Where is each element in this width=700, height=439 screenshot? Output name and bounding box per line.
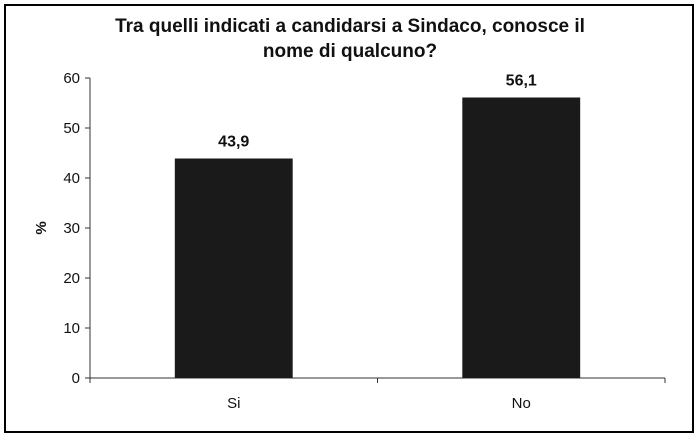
- bar-no: [462, 97, 581, 378]
- value-label-no: 56,1: [506, 73, 537, 90]
- y-tick-label: 40: [63, 170, 80, 187]
- y-tick-label: 20: [63, 270, 80, 287]
- y-tick-label: 30: [63, 220, 80, 237]
- chart-title-line-1: Tra quelli indicati a candidarsi a Sinda…: [115, 16, 585, 37]
- y-tick-label: 60: [63, 70, 80, 87]
- value-labels: 43,9 56,1: [218, 73, 537, 151]
- y-tick-label: 10: [63, 320, 80, 337]
- y-axis: 0 10 20 30 40 50 60: [63, 70, 91, 387]
- y-axis-title: %: [33, 221, 50, 234]
- bars: [174, 97, 581, 378]
- x-tick-label-no: No: [512, 395, 531, 412]
- chart-title: Tra quelli indicati a candidarsi a Sinda…: [0, 14, 700, 64]
- chart-title-line-2: nome di qualcuno?: [262, 41, 438, 62]
- y-tick-label: 50: [63, 120, 80, 137]
- x-axis: Si No: [89, 377, 666, 412]
- y-tick-label: 0: [72, 370, 80, 387]
- x-tick-label-si: Si: [227, 395, 240, 412]
- bar-si: [174, 158, 293, 378]
- value-label-si: 43,9: [218, 134, 249, 151]
